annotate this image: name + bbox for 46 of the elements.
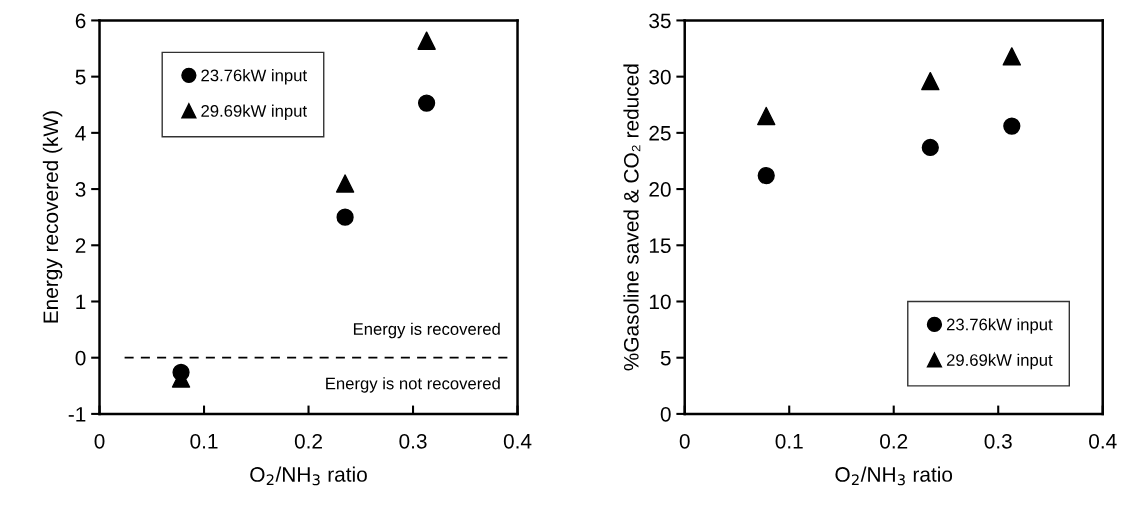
y-tick-label: -1	[68, 407, 86, 422]
point	[921, 71, 940, 91]
point	[921, 138, 939, 157]
point	[757, 166, 775, 185]
x-tick-label: 0.4	[503, 433, 532, 449]
y-tick-label: 0	[660, 406, 671, 422]
y-tick-label: 35	[649, 13, 671, 29]
x-axis-title: O$_{2}$/NH$_{3}$ ratio	[835, 466, 953, 486]
y-tick-label: 30	[649, 69, 671, 85]
x-tick-label: 0.4	[1089, 433, 1117, 449]
x-axis-title: O$_{2}$/NH$_{3}$ ratio	[250, 466, 367, 486]
y-axis-title: Energy recovered (kW)	[42, 111, 63, 323]
y-axis-title: %Gasoline saved & CO₂ reduced	[623, 64, 641, 371]
point	[757, 106, 776, 126]
y-tick-label: 10	[649, 294, 671, 310]
x-tick-label: 0.2	[294, 433, 322, 449]
point	[335, 174, 355, 193]
x-tick-label: 0.3	[984, 433, 1012, 449]
annotation: Energy is recovered	[353, 322, 500, 339]
y-tick-label: 20	[649, 182, 671, 197]
legend-label: 29.69kW input	[201, 104, 307, 121]
x-tick-label: 0	[679, 433, 690, 449]
point	[417, 31, 436, 50]
y-tick-label: 2	[75, 238, 86, 253]
point	[417, 94, 436, 112]
y-tick-label: 5	[75, 69, 86, 85]
point	[1003, 117, 1021, 135]
legend-label: 23.76kW input	[201, 69, 307, 85]
annotation: Energy is not recovered	[326, 377, 500, 393]
y-tick-label: 1	[76, 294, 86, 310]
y-tick-label: 0	[75, 350, 86, 366]
y-tick-label: 3	[75, 182, 86, 197]
legend-label: 29.69kW input	[946, 353, 1053, 370]
legend-label: 23.76kW input	[946, 318, 1053, 334]
point	[1002, 47, 1022, 66]
y-tick-label: 15	[649, 238, 671, 254]
y-tick-label: 25	[649, 125, 671, 141]
y-tick-label: 4	[75, 126, 86, 141]
x-tick-label: 0.1	[775, 433, 803, 449]
x-tick-label: 0.2	[880, 433, 908, 449]
y-tick-label: 5	[660, 350, 671, 366]
x-tick-label: 0	[94, 433, 105, 449]
x-tick-label: 0.1	[190, 433, 218, 449]
point	[336, 208, 354, 226]
y-tick-label: 6	[75, 13, 86, 29]
x-tick-label: 0.3	[399, 433, 427, 449]
